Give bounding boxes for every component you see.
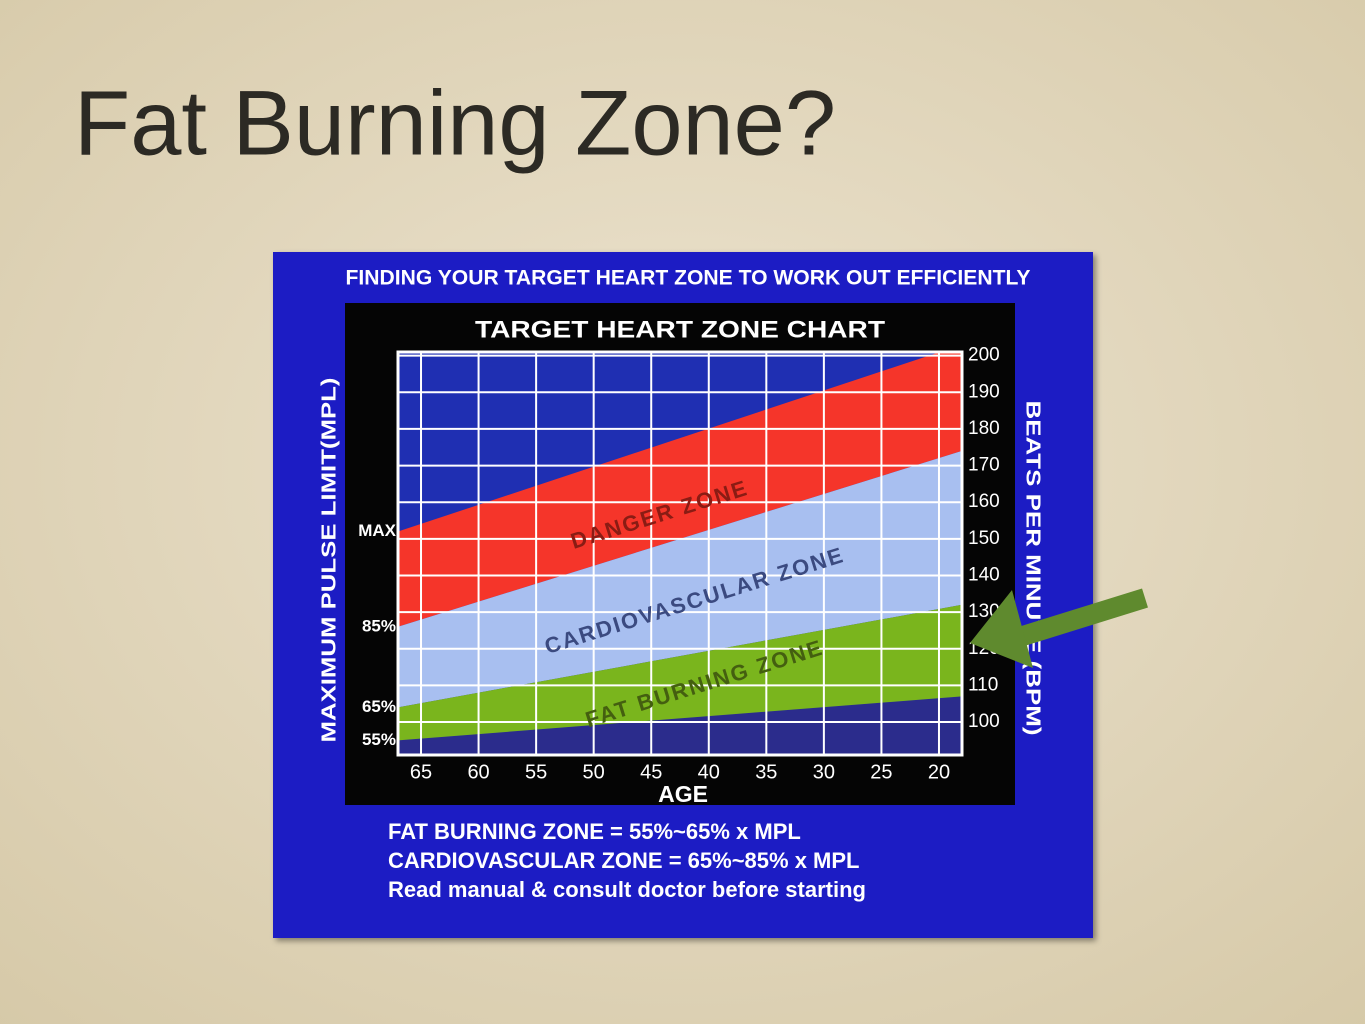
- note: CARDIOVASCULAR ZONE = 65%~85% x MPL: [388, 848, 859, 873]
- x-tick-label: 30: [813, 761, 835, 783]
- arrow-shaft: [1007, 588, 1148, 650]
- y-axis-label: MAXIMUM PULSE LIMIT(MPL): [318, 378, 340, 743]
- y-tick-label: 200: [968, 345, 1000, 366]
- x-tick-label: 40: [698, 761, 720, 783]
- slide-title: Fat Burning Zone?: [74, 72, 836, 174]
- x-tick-label: 25: [870, 761, 892, 783]
- zone-band: [398, 604, 962, 741]
- y-tick-label: 110: [968, 674, 998, 695]
- x-tick-label: 60: [467, 761, 489, 783]
- x-tick-label: 65: [410, 761, 432, 783]
- y2-axis-label: BEATS PER MINUTE (BPM): [1022, 401, 1044, 736]
- y-tick-label: 140: [968, 564, 1000, 585]
- series-label: MAX: [358, 521, 396, 540]
- arrow-head: [970, 590, 1033, 668]
- series-label: 65%: [362, 697, 396, 716]
- plot-area: [398, 352, 962, 755]
- zone-band: [398, 450, 962, 708]
- x-tick-label: 50: [583, 761, 605, 783]
- y-tick-label: 170: [968, 455, 1000, 476]
- x-tick-label: 20: [928, 761, 950, 783]
- y-tick-label: 180: [968, 418, 1000, 439]
- x-tick-label: 35: [755, 761, 777, 783]
- note: Read manual & consult doctor before star…: [388, 877, 866, 902]
- series-label: 85%: [362, 616, 396, 635]
- x-tick-label: 55: [525, 761, 547, 783]
- x-tick-label: 45: [640, 761, 662, 783]
- y-tick-label: 160: [968, 491, 1000, 512]
- chart-header: FINDING YOUR TARGET HEART ZONE TO WORK O…: [346, 267, 1031, 290]
- zone-band: [398, 352, 962, 627]
- chart-title: TARGET HEART ZONE CHART: [475, 316, 885, 343]
- y-tick-label: 150: [968, 528, 1000, 549]
- plot-border: [396, 350, 964, 757]
- below-region: [398, 696, 962, 755]
- series-label: 55%: [362, 730, 396, 749]
- y-tick-label: 100: [968, 711, 1000, 732]
- note: FAT BURNING ZONE = 55%~65% x MPL: [388, 819, 801, 844]
- x-axis-label: AGE: [658, 781, 708, 807]
- pointer-arrow: [970, 588, 1148, 668]
- notes: FAT BURNING ZONE = 55%~65% x MPL CARDIOVA…: [388, 819, 866, 902]
- y-tick-label: 190: [968, 381, 1000, 402]
